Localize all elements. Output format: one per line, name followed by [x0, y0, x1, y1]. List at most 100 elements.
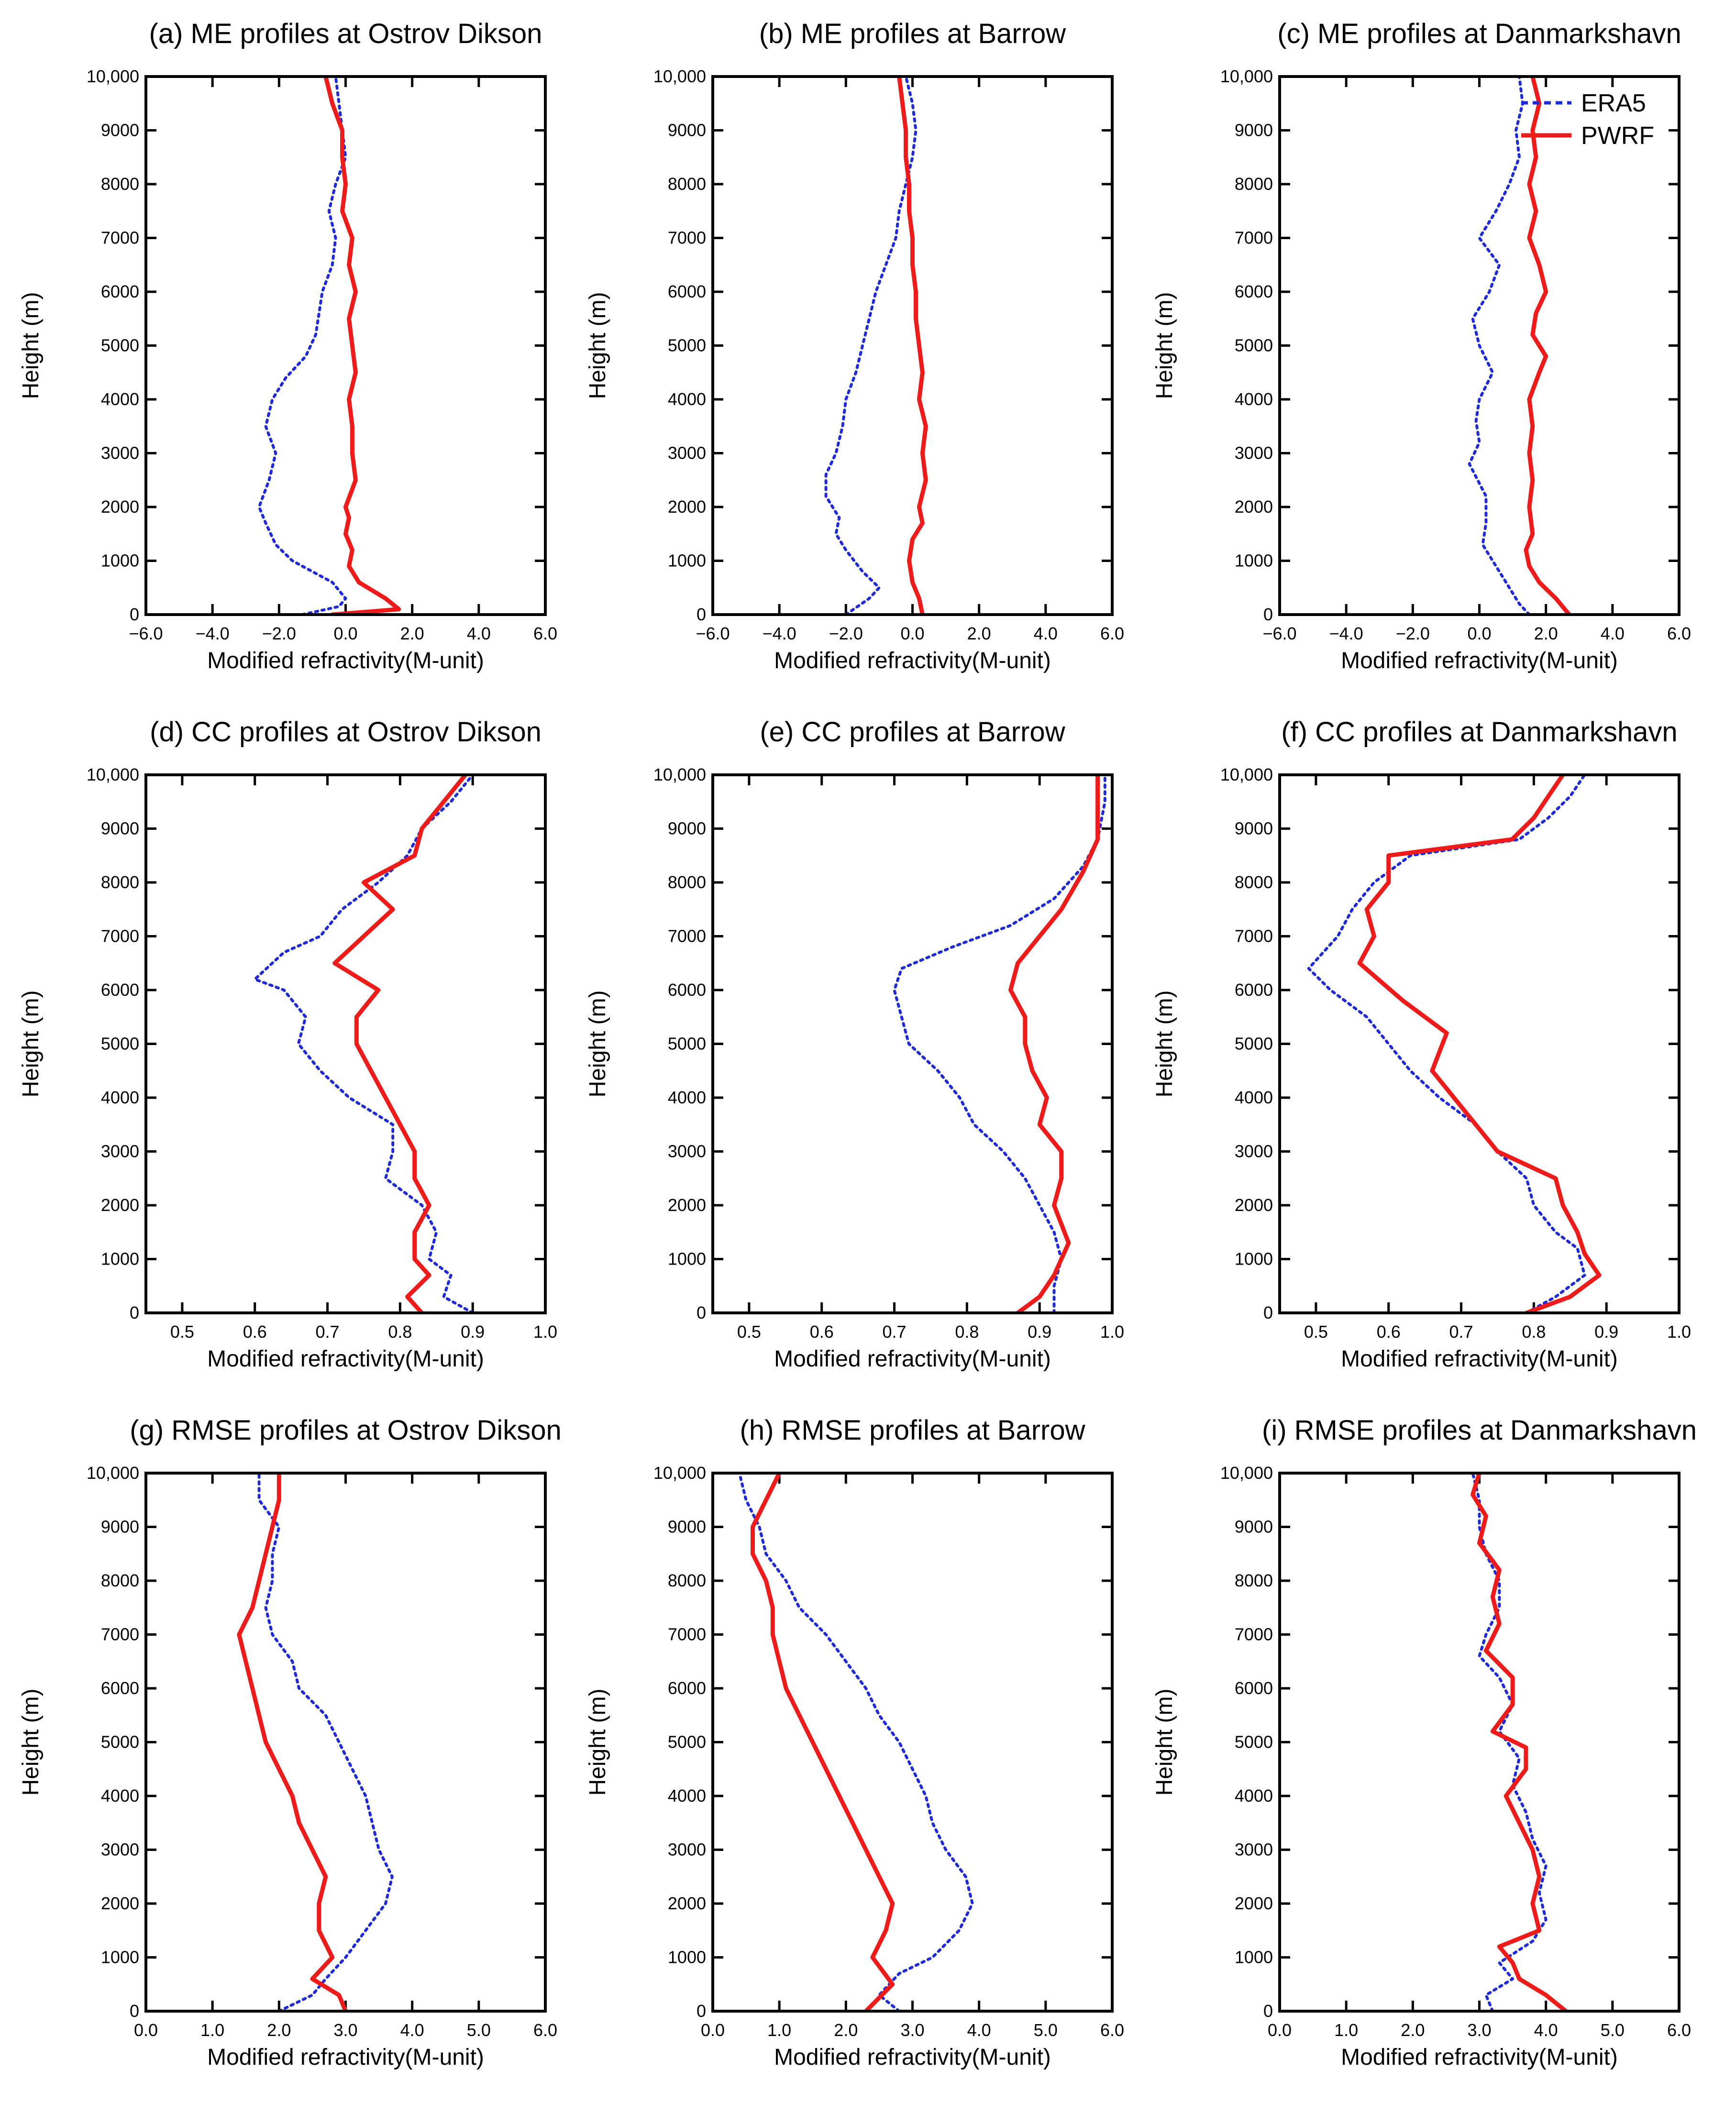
y-tick-label: 9000 — [1235, 819, 1273, 838]
plot-frame — [144, 773, 547, 1314]
x-tick-label: 0.7 — [1449, 1322, 1473, 1342]
x-tick-label: 5.0 — [1601, 2020, 1625, 2040]
y-tick-label: 0 — [697, 1303, 706, 1322]
x-axis-title: Modified refractivity(M-unit) — [207, 1346, 484, 1372]
x-tick-label: 5.0 — [1034, 2020, 1058, 2040]
x-tick-label: 6.0 — [533, 2020, 557, 2040]
y-tick-label: 3000 — [1235, 1142, 1273, 1161]
y-tick-label: 2000 — [101, 497, 139, 517]
x-tick-label: −4.0 — [1329, 624, 1363, 643]
x-tick-label: 5.0 — [467, 2020, 491, 2040]
y-tick-label: 2000 — [668, 1894, 706, 1913]
series-group — [738, 1473, 974, 2011]
y-axis-title: Height (m) — [585, 1688, 610, 1795]
panel-i: (i) RMSE profiles at Danmarkshavn 0.0 1.0 2… — [1152, 1415, 1697, 2070]
y-tick-label: 4000 — [101, 1786, 139, 1806]
y-tick-label: 5000 — [1235, 1034, 1273, 1054]
x-tick-label: 0.7 — [883, 1322, 907, 1342]
y-axis-title: Height (m) — [18, 990, 44, 1097]
y-tick-label: 4000 — [668, 1786, 706, 1806]
y-tick-label: 8000 — [101, 872, 139, 892]
x-tick-label: 1.0 — [1334, 2020, 1358, 2040]
y-tick-label: 2000 — [668, 1195, 706, 1215]
panel-title: (g) RMSE profiles at Ostrov Dikson — [130, 1415, 561, 1446]
x-tick-label: −6.0 — [1262, 624, 1296, 643]
y-tick-label: 2000 — [1235, 497, 1273, 517]
y-tick-label: 10,000 — [653, 765, 706, 784]
y-tick-label: 2000 — [668, 497, 706, 517]
x-axis-title: Modified refractivity(M-unit) — [774, 2045, 1051, 2070]
legend-label-pwrf: PWRF — [1581, 122, 1654, 150]
x-axis-title: Modified refractivity(M-unit) — [207, 648, 484, 673]
series-era5-line — [257, 77, 347, 615]
y-tick-label: 0 — [130, 2001, 139, 2021]
y-tick-label: 4000 — [668, 389, 706, 409]
x-axis-title: Modified refractivity(M-unit) — [774, 1346, 1051, 1372]
y-tick-label: 10,000 — [1220, 1463, 1273, 1483]
y-tick-label: 5000 — [668, 1034, 706, 1054]
y-tick-label: 7000 — [101, 228, 139, 248]
y-tick-label: 6000 — [101, 282, 139, 301]
y-tick-label: 2000 — [101, 1195, 139, 1215]
series-pwrf-line — [332, 775, 468, 1313]
y-tick-label: 1000 — [1235, 1948, 1273, 1967]
y-tick-label: 7000 — [668, 228, 706, 248]
y-tick-label: 7000 — [1235, 926, 1273, 946]
series-pwrf-line — [323, 77, 401, 615]
legend: ERA5 PWRF — [1521, 89, 1654, 150]
y-tick-label: 0 — [697, 605, 706, 624]
y-axis-title: Height (m) — [585, 292, 610, 399]
y-axis-title: Height (m) — [18, 1688, 44, 1795]
series-pwrf-line — [237, 1473, 348, 2011]
x-tick-label: 3.0 — [1467, 2020, 1491, 2040]
x-tick-label: 0.0 — [900, 624, 924, 643]
series-group — [253, 775, 475, 1313]
panel-title: (d) CC profiles at Ostrov Dikson — [150, 716, 542, 748]
x-tick-label: 1.0 — [1100, 1322, 1124, 1342]
y-tick-label: 7000 — [668, 1625, 706, 1644]
x-tick-label: 0.5 — [170, 1322, 194, 1342]
panel-title: (c) ME profiles at Danmarkshavn — [1277, 18, 1681, 49]
y-tick-label: 0 — [130, 1303, 139, 1322]
y-tick-label: 1000 — [101, 1249, 139, 1269]
y-tick-label: 1000 — [668, 1249, 706, 1269]
x-tick-label: 0.8 — [1522, 1322, 1546, 1342]
x-tick-label: 3.0 — [900, 2020, 924, 2040]
x-tick-label: 6.0 — [1100, 2020, 1124, 2040]
y-tick-label: 10,000 — [653, 1463, 706, 1483]
y-tick-label: 6000 — [1235, 1678, 1273, 1698]
x-tick-label: 0.0 — [1467, 624, 1491, 643]
x-tick-label: 0.8 — [955, 1322, 979, 1342]
y-tick-label: 8000 — [668, 1571, 706, 1590]
x-axis-title: Modified refractivity(M-unit) — [1341, 2045, 1618, 2070]
y-tick-label: 1000 — [101, 551, 139, 571]
y-tick-label: 3000 — [101, 443, 139, 463]
y-tick-label: 2000 — [101, 1894, 139, 1913]
x-tick-label: 4.0 — [400, 2020, 424, 2040]
y-tick-label: 4000 — [1235, 1786, 1273, 1806]
plot-frame — [1278, 1472, 1681, 2013]
x-axis-title: Modified refractivity(M-unit) — [207, 2045, 484, 2070]
y-tick-label: 0 — [1263, 605, 1273, 624]
y-tick-label: 8000 — [1235, 872, 1273, 892]
series-group — [257, 77, 401, 615]
series-pwrf-line — [1524, 77, 1571, 615]
y-tick-label: 1000 — [1235, 551, 1273, 571]
y-tick-label: 5000 — [1235, 1732, 1273, 1752]
y-tick-label: 10,000 — [1220, 66, 1273, 86]
y-tick-label: 5000 — [101, 1034, 139, 1054]
y-tick-label: 8000 — [101, 1571, 139, 1590]
x-tick-label: 0.5 — [737, 1322, 761, 1342]
x-tick-label: 0.0 — [134, 2020, 158, 2040]
x-tick-label: 4.0 — [1601, 624, 1625, 643]
series-pwrf-line — [1357, 775, 1602, 1313]
y-tick-label: 9000 — [668, 121, 706, 140]
y-tick-label: 3000 — [668, 1142, 706, 1161]
series-era5-line — [824, 77, 918, 615]
y-tick-label: 6000 — [668, 980, 706, 1000]
y-tick-label: 4000 — [101, 1088, 139, 1107]
x-tick-label: 4.0 — [467, 624, 491, 643]
x-tick-label: 6.0 — [533, 624, 557, 643]
x-tick-label: −6.0 — [129, 624, 163, 643]
x-tick-label: 0.0 — [701, 2020, 725, 2040]
